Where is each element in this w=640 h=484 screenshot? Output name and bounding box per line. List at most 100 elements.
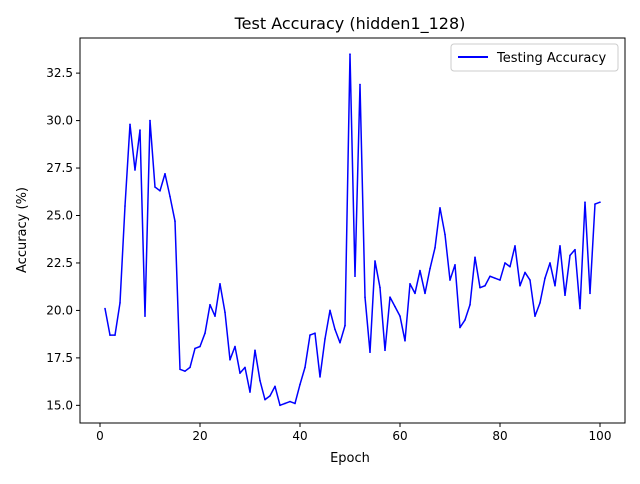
data-point	[214, 315, 216, 317]
data-point	[249, 391, 251, 393]
data-point	[139, 129, 141, 131]
data-point	[544, 277, 546, 279]
data-point	[494, 277, 496, 279]
data-point	[459, 326, 461, 329]
data-point	[534, 315, 536, 317]
y-tick-label: 27.5	[46, 161, 73, 175]
data-point	[294, 402, 296, 405]
data-point	[404, 340, 406, 342]
data-point	[209, 303, 211, 306]
data-point	[329, 309, 331, 312]
data-point	[579, 307, 581, 310]
data-point	[464, 319, 466, 321]
data-point	[119, 302, 121, 304]
data-point	[394, 305, 396, 308]
data-point	[504, 262, 506, 264]
data-point	[514, 245, 516, 247]
data-point	[549, 262, 551, 264]
data-point	[454, 264, 456, 266]
data-point	[444, 233, 446, 236]
data-point	[519, 284, 521, 287]
data-point	[484, 284, 486, 287]
data-point	[409, 283, 411, 285]
plot-area	[79, 37, 626, 424]
data-point	[509, 265, 511, 268]
data-point	[189, 366, 191, 369]
data-point	[439, 207, 441, 209]
data-point	[134, 169, 136, 171]
data-point	[204, 332, 206, 335]
data-point	[224, 311, 226, 314]
data-point	[154, 186, 156, 188]
data-point	[114, 334, 116, 336]
data-point	[364, 296, 366, 298]
y-axis: 15.0 17.5 20.0 22.5 25.0 27.5 30.0 32.5	[46, 66, 80, 412]
data-point	[339, 341, 341, 344]
data-point	[159, 190, 161, 192]
data-point	[304, 366, 306, 369]
x-tick-label: 40	[292, 429, 307, 443]
data-point	[424, 292, 426, 295]
data-point	[334, 328, 336, 331]
x-tick-label: 80	[492, 429, 507, 443]
data-point	[599, 201, 601, 204]
data-point	[279, 404, 281, 407]
data-point	[299, 383, 301, 386]
data-point	[399, 315, 401, 317]
data-point	[199, 345, 201, 348]
data-point	[284, 402, 286, 405]
y-tick-label: 17.5	[46, 351, 73, 365]
data-point	[594, 203, 596, 205]
data-point	[434, 246, 436, 249]
x-axis: 0 20 40 60 80 100	[96, 423, 611, 443]
x-tick-label: 20	[192, 429, 207, 443]
x-axis-label: Epoch	[330, 451, 370, 466]
data-point	[259, 379, 261, 382]
data-point	[314, 332, 316, 335]
data-point	[569, 254, 571, 257]
y-tick-label: 25.0	[46, 209, 73, 223]
data-point	[169, 195, 171, 198]
data-point	[149, 119, 151, 122]
x-tick-label: 0	[96, 429, 104, 443]
data-point	[239, 372, 241, 374]
data-point	[359, 83, 361, 86]
y-tick-label: 22.5	[46, 256, 73, 270]
data-point	[344, 324, 346, 327]
data-point	[539, 302, 541, 304]
data-point	[194, 347, 196, 350]
data-point	[164, 172, 166, 175]
data-point	[384, 349, 386, 352]
data-point	[274, 385, 276, 388]
data-point	[144, 315, 146, 317]
series-line	[104, 53, 601, 407]
data-point	[374, 260, 376, 262]
x-tick-label: 60	[392, 429, 407, 443]
data-point	[429, 267, 431, 270]
data-point	[489, 275, 491, 278]
data-point	[474, 256, 476, 259]
data-point	[289, 400, 291, 403]
data-point	[309, 334, 311, 336]
y-tick-label: 20.0	[46, 303, 73, 317]
data-point	[229, 358, 231, 361]
data-point	[354, 275, 356, 278]
data-point	[469, 303, 471, 306]
data-point	[244, 366, 246, 369]
data-point	[499, 279, 501, 281]
data-point	[419, 269, 421, 272]
data-point	[564, 294, 566, 297]
data-point	[124, 205, 126, 207]
data-point	[414, 292, 416, 295]
data-point	[379, 286, 381, 289]
y-axis-label: Accuracy (%)	[15, 187, 30, 273]
legend-box	[450, 43, 619, 72]
data-point	[449, 279, 451, 281]
data-point	[554, 284, 556, 287]
data-point	[104, 307, 106, 310]
y-tick-label: 30.0	[46, 114, 73, 128]
x-tick-label: 100	[589, 429, 612, 443]
legend-label: Testing Accuracy	[496, 51, 606, 66]
